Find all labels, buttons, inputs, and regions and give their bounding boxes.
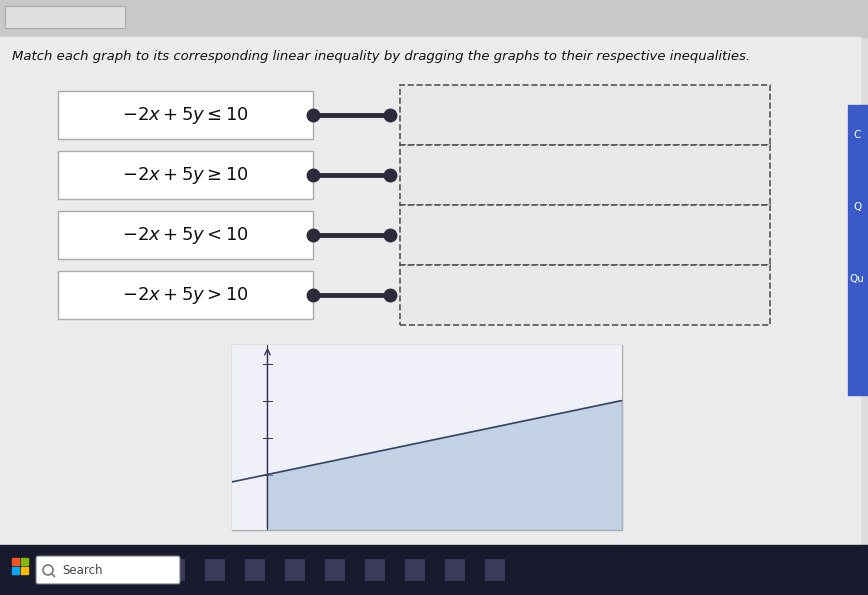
Bar	[0, 0, 868, 37]
Text: Q: Q	[853, 202, 861, 212]
Bar	[400, 85, 770, 145]
FancyBboxPatch shape	[5, 6, 125, 28]
Text: Match each graph to its corresponding linear inequality by dragging the graphs t: Match each graph to its corresponding li…	[12, 50, 750, 63]
Bar	[400, 265, 770, 325]
Bar	[0, 37, 860, 545]
Bar	[232, 345, 622, 530]
Polygon shape	[267, 400, 622, 530]
Bar	[405, 559, 425, 581]
Bar	[21, 558, 28, 565]
Bar	[21, 567, 28, 574]
Bar	[58, 91, 313, 139]
Bar	[285, 559, 305, 581]
FancyBboxPatch shape	[36, 556, 180, 584]
Bar	[58, 211, 313, 259]
Bar	[445, 559, 465, 581]
Text: $-2x + 5y < 10$: $-2x + 5y < 10$	[122, 224, 249, 246]
Bar	[58, 151, 313, 199]
Bar	[365, 559, 385, 581]
Text: $-2x + 5y \leq 10$: $-2x + 5y \leq 10$	[122, 105, 249, 126]
Text: $-2x + 5y \geq 10$: $-2x + 5y \geq 10$	[122, 164, 249, 186]
Bar	[12, 567, 19, 574]
Text: $-2x + 5y > 10$: $-2x + 5y > 10$	[122, 284, 249, 305]
Bar	[12, 558, 19, 565]
Bar	[400, 145, 770, 205]
Bar	[325, 559, 345, 581]
Bar	[245, 559, 265, 581]
Bar	[165, 559, 185, 581]
Bar	[485, 559, 505, 581]
Bar	[205, 559, 225, 581]
Bar	[58, 271, 313, 319]
Bar	[400, 205, 770, 265]
Text: C: C	[853, 130, 861, 140]
Bar	[0, 545, 868, 595]
Text: Search: Search	[62, 563, 102, 577]
Text: Qu: Qu	[850, 274, 865, 284]
Bar	[848, 105, 868, 395]
